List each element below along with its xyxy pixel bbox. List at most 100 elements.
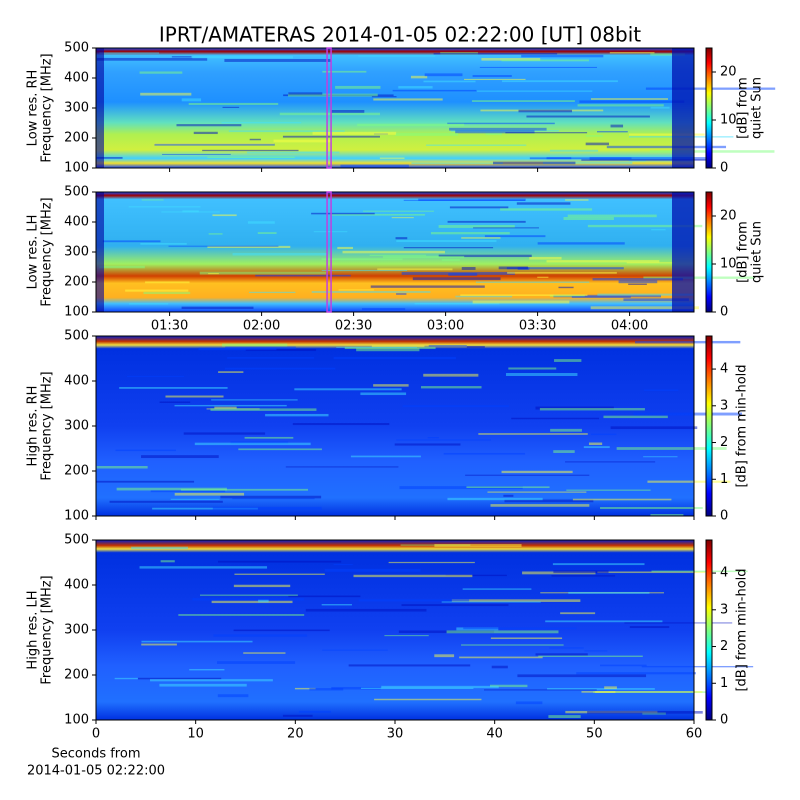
x-tick-label: 0 <box>92 727 100 742</box>
texture <box>466 345 485 348</box>
texture <box>461 267 476 270</box>
texture <box>460 294 588 296</box>
colorbar-tick-label: 10 <box>720 113 737 128</box>
texture <box>309 688 344 691</box>
texture <box>551 575 616 577</box>
x-tick-label: 50 <box>586 727 603 742</box>
texture <box>116 487 227 491</box>
y-tick-label: 200 <box>64 275 89 290</box>
texture <box>475 281 590 283</box>
texture <box>363 210 434 212</box>
texture <box>446 630 559 634</box>
colorbar <box>705 335 713 517</box>
texture <box>312 131 397 135</box>
y-tick-label: 400 <box>64 71 89 86</box>
y-tick-label: 300 <box>64 101 89 116</box>
texture <box>581 691 703 693</box>
texture <box>140 242 187 245</box>
texture <box>342 250 445 254</box>
colorbar-tick-label: 0 <box>720 713 728 728</box>
texture <box>139 71 183 74</box>
texture <box>356 348 420 352</box>
texture <box>490 504 590 507</box>
texture <box>651 570 748 573</box>
x-axis-label: Seconds from <box>51 747 140 762</box>
texture <box>577 104 664 107</box>
texture <box>220 495 322 499</box>
texture <box>176 124 242 127</box>
texture <box>230 441 289 444</box>
y-tick-label: 400 <box>64 215 89 230</box>
texture <box>624 622 733 624</box>
spectrogram <box>96 48 694 168</box>
texture <box>234 573 325 575</box>
texture <box>447 122 555 125</box>
texture <box>233 584 291 588</box>
texture <box>550 428 582 432</box>
texture <box>170 498 220 500</box>
texture <box>518 109 572 113</box>
texture <box>371 96 397 98</box>
texture <box>336 346 418 348</box>
texture <box>595 691 616 693</box>
texture <box>210 408 317 411</box>
x-tick-label: 60 <box>686 727 703 742</box>
colorbar-label: [dB] from <box>736 221 751 283</box>
texture <box>472 75 512 77</box>
texture <box>141 643 177 646</box>
texture <box>217 661 296 664</box>
texture <box>635 340 741 344</box>
texture <box>401 272 515 275</box>
texture <box>159 683 247 687</box>
texture <box>396 293 407 295</box>
texture <box>247 221 275 224</box>
y-tick-label: 500 <box>64 41 89 56</box>
texture <box>535 653 588 656</box>
texture <box>227 357 315 359</box>
texture <box>424 73 463 77</box>
texture <box>553 570 609 574</box>
texture <box>641 665 754 668</box>
texture <box>553 450 575 453</box>
texture <box>414 302 500 305</box>
colorbar-tick-label: 10 <box>720 257 737 272</box>
spectrogram <box>96 336 694 516</box>
texture <box>616 447 727 450</box>
texture <box>96 465 148 469</box>
colorbar-tick-label: 0 <box>720 509 728 524</box>
y-tick-label: 500 <box>64 533 89 548</box>
texture <box>567 214 657 218</box>
texture <box>644 389 679 392</box>
texture <box>445 574 507 577</box>
colorbar <box>705 539 713 721</box>
texture <box>208 233 223 235</box>
texture <box>430 232 510 235</box>
y-tick-label: 400 <box>64 374 89 389</box>
texture <box>427 437 439 439</box>
texture <box>212 506 322 510</box>
texture <box>418 198 526 201</box>
texture <box>379 157 405 159</box>
texture <box>232 498 315 500</box>
texture <box>610 426 698 430</box>
texture <box>189 669 225 671</box>
texture <box>623 298 689 302</box>
texture <box>224 367 336 370</box>
texture <box>503 494 514 497</box>
texture <box>589 157 707 160</box>
texture <box>178 614 305 616</box>
texture <box>258 599 269 603</box>
y-tick-label: 100 <box>64 161 89 176</box>
texture <box>449 127 547 131</box>
texture <box>141 455 219 459</box>
texture <box>585 142 610 146</box>
texture <box>423 373 479 377</box>
texture <box>490 637 563 640</box>
y-axis-label: High res. LH <box>26 590 41 669</box>
texture <box>517 674 647 678</box>
texture <box>403 247 494 249</box>
texture <box>221 121 302 124</box>
texture <box>294 687 316 690</box>
texture <box>508 367 557 370</box>
texture <box>423 80 476 83</box>
